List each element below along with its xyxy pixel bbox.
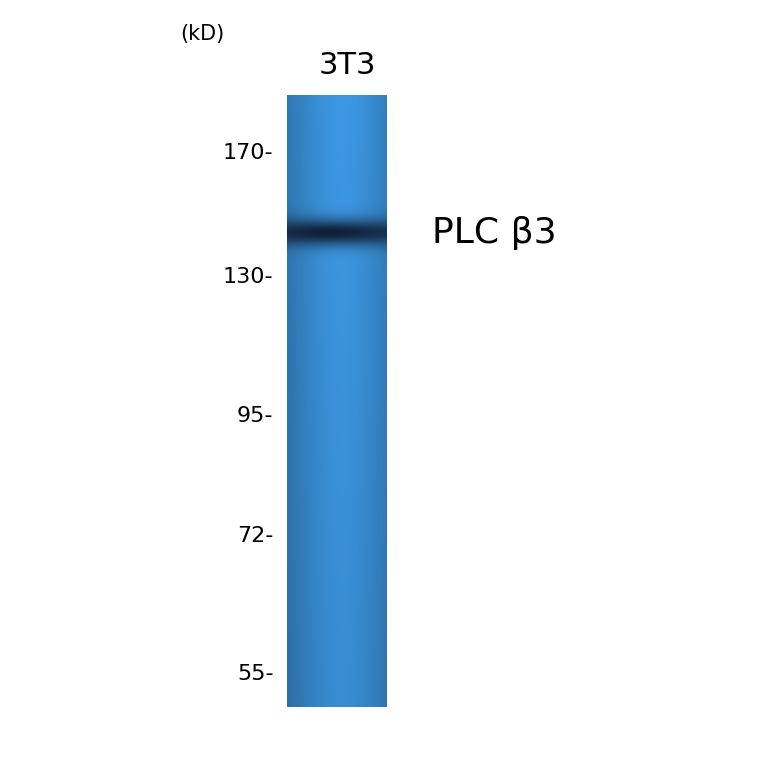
Text: 170-: 170- [223,143,274,163]
Text: 130-: 130- [223,267,274,287]
Text: (kD): (kD) [180,24,225,44]
Text: 3T3: 3T3 [319,51,377,80]
Text: PLC β3: PLC β3 [432,216,556,250]
Text: 95-: 95- [237,406,274,426]
Text: 72-: 72- [237,526,274,546]
Text: 55-: 55- [237,664,274,684]
